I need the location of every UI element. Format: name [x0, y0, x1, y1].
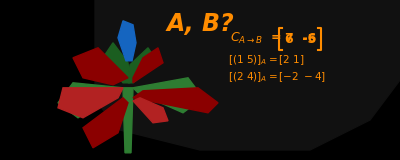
Polygon shape [128, 48, 158, 83]
Polygon shape [133, 48, 163, 83]
Polygon shape [95, 0, 400, 150]
Polygon shape [58, 88, 123, 118]
Text: $C_{A \rightarrow B}$  =: $C_{A \rightarrow B}$ = [230, 30, 282, 46]
Polygon shape [123, 88, 133, 153]
Polygon shape [133, 88, 218, 113]
Text: $[(2\ 4)]_A = [-2\ -4]$: $[(2\ 4)]_A = [-2\ -4]$ [228, 70, 326, 84]
Polygon shape [133, 78, 203, 113]
Polygon shape [83, 98, 128, 148]
Polygon shape [133, 98, 168, 123]
Text: 6  -5: 6 -5 [285, 33, 316, 46]
Polygon shape [73, 48, 128, 85]
Polygon shape [103, 43, 130, 83]
Text: 7  -6: 7 -6 [285, 32, 316, 45]
Text: $[(1\ 5)]_A = [2\ 1]$: $[(1\ 5)]_A = [2\ 1]$ [228, 53, 305, 67]
Polygon shape [118, 21, 136, 61]
Polygon shape [58, 83, 123, 118]
Text: A, B?: A, B? [166, 12, 234, 36]
